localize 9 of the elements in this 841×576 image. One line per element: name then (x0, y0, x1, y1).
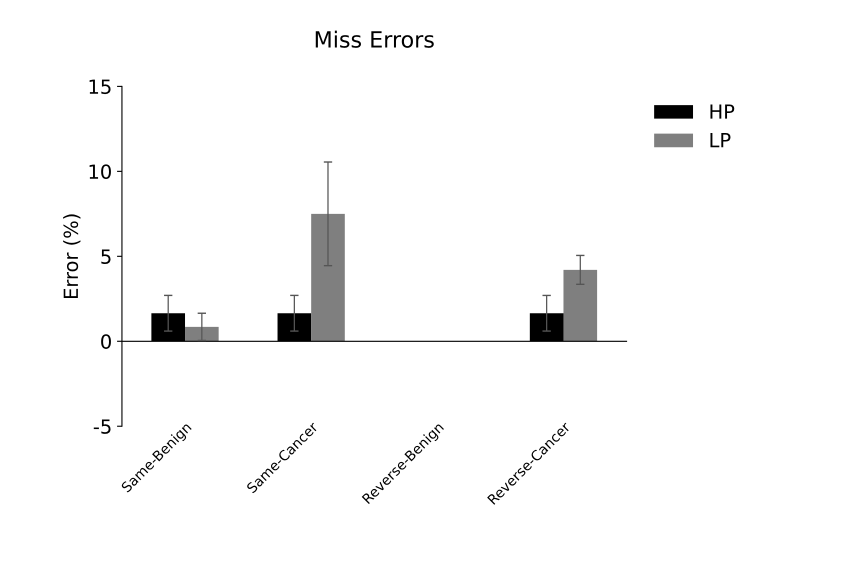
y-tick-label: 15 (90, 80, 111, 94)
chart-title: Miss Errors (316, 30, 434, 48)
y-axis-title: Error (%) (63, 214, 80, 298)
legend-label: HP (710, 104, 734, 119)
y-tick-label: -5 (94, 419, 111, 434)
y-tick-label: 0 (101, 334, 111, 349)
legend-label: LP (710, 133, 730, 148)
y-tick-label: 10 (90, 164, 111, 180)
y-tick-label: 5 (101, 250, 111, 264)
